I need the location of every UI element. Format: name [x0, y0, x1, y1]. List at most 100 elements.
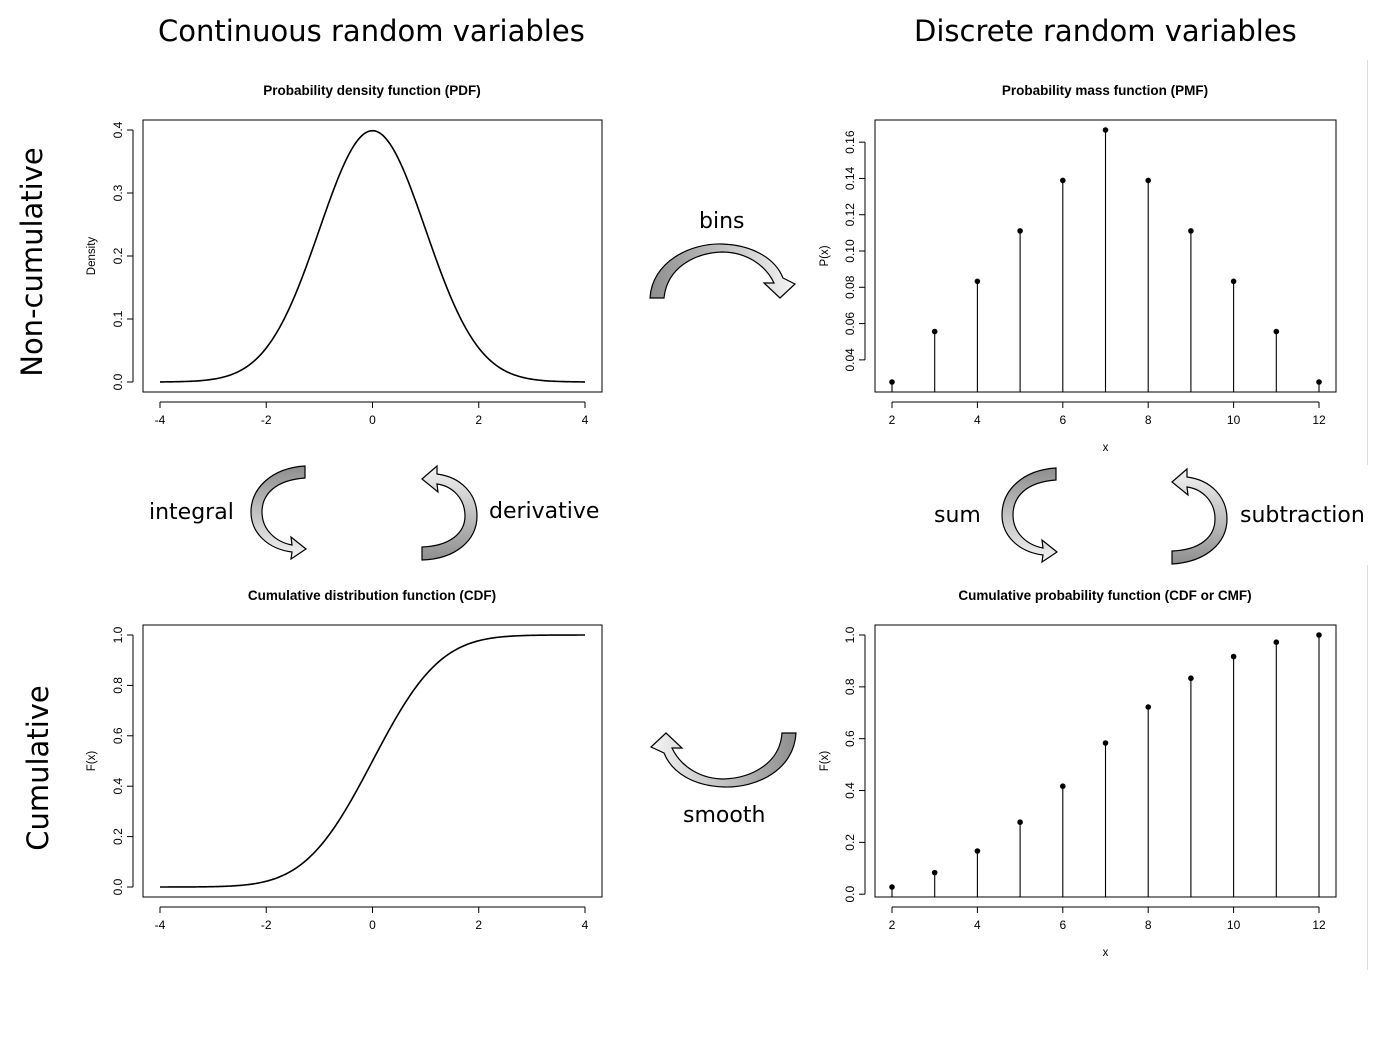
y-axis-label: Density: [86, 237, 98, 276]
cmf-point: [974, 848, 981, 854]
y-tick-label: 0.10: [843, 239, 857, 263]
x-tick-label: 8: [1145, 918, 1152, 932]
pmf-point: [1316, 379, 1322, 385]
plot-frame: [142, 119, 603, 393]
x-tick-label: 12: [1312, 413, 1326, 427]
cmf-point: [1230, 653, 1237, 660]
y-tick-label: 0.04: [843, 348, 857, 372]
y-axis-label: F(x): [819, 751, 831, 772]
derivative-arrow: [421, 464, 478, 561]
y-tick-label: 0.4: [843, 782, 857, 799]
pmf-point: [931, 328, 938, 335]
sum-label: sum: [934, 503, 981, 528]
y-tick-label: 0.2: [843, 834, 857, 851]
x-tick-label: 2: [475, 413, 482, 427]
y-axis-label: P(x): [819, 245, 831, 266]
y-tick-label: 1.0: [843, 626, 857, 643]
bins-label: bins: [699, 209, 745, 234]
y-tick-label: 0.0: [843, 886, 857, 903]
integral-arrow: [250, 465, 308, 561]
pmf-point: [1188, 228, 1194, 234]
cmf-point: [1060, 783, 1066, 789]
cmf-point: [1273, 639, 1280, 646]
subtraction-label: subtraction: [1240, 503, 1365, 528]
cmf-point: [1188, 675, 1194, 682]
cmf-point: [1017, 819, 1023, 825]
x-tick-label: -2: [261, 918, 272, 932]
bins-arrow: [649, 243, 797, 299]
discrete-heading: Discrete random variables: [914, 14, 1297, 48]
pmf-point: [1060, 177, 1066, 184]
cdf-curve: [160, 634, 585, 888]
y-tick-label: 0.08: [843, 275, 857, 299]
cmf-point: [1145, 704, 1151, 710]
pmf-point: [974, 278, 981, 285]
chart-title: Cumulative probability function (CDF or …: [958, 588, 1251, 603]
integral-label: integral: [149, 500, 234, 525]
y-tick-label: 0.8: [843, 678, 857, 695]
pmf-point: [1145, 177, 1151, 184]
x-tick-label: 2: [475, 918, 482, 932]
y-axis-label: F(x): [86, 751, 98, 772]
y-tick-label: 0.6: [111, 727, 125, 744]
chart-title: Probability density function (PDF): [263, 83, 481, 98]
y-tick-label: 0.1: [111, 310, 125, 327]
derivative-label: derivative: [489, 499, 600, 524]
pmf-point: [1273, 328, 1280, 335]
y-tick-label: 0.3: [111, 184, 125, 201]
y-tick-label: 0.2: [111, 247, 125, 264]
x-tick-label: 4: [582, 413, 589, 427]
x-tick-label: 0: [369, 413, 376, 427]
cmf-point: [931, 869, 938, 876]
x-axis-label: x: [1103, 947, 1109, 959]
subtraction-arrow: [1171, 467, 1228, 565]
y-tick-label: 0.6: [843, 730, 857, 747]
x-tick-label: 10: [1227, 413, 1241, 427]
y-tick-label: 0.0: [111, 373, 125, 390]
chart-title: Cumulative distribution function (CDF): [248, 588, 496, 603]
x-tick-label: 12: [1312, 918, 1326, 932]
cmf-point: [1316, 632, 1322, 638]
y-tick-label: 0.12: [843, 203, 857, 227]
sum-arrow: [1001, 467, 1059, 564]
x-tick-label: 0: [369, 918, 376, 932]
x-tick-label: 6: [1059, 413, 1066, 427]
x-tick-label: 4: [974, 918, 981, 932]
x-tick-label: -4: [155, 413, 166, 427]
y-tick-label: 0.2: [111, 828, 125, 845]
pdf-curve: [159, 129, 586, 383]
cmf-point: [1102, 740, 1109, 746]
smooth-arrow: [649, 732, 797, 788]
x-tick-label: 6: [1059, 918, 1066, 932]
continuous-heading: Continuous random variables: [158, 14, 585, 48]
smooth-label: smooth: [683, 803, 766, 828]
pmf-point: [1017, 228, 1023, 234]
x-tick-label: 4: [974, 413, 981, 427]
y-tick-label: 1.0: [111, 626, 125, 643]
y-tick-label: 0.0: [111, 878, 125, 895]
y-tick-label: 0.4: [111, 778, 125, 795]
chart-title: Probability mass function (PMF): [1002, 83, 1208, 98]
x-tick-label: 2: [889, 918, 896, 932]
pmf-point: [1102, 127, 1109, 133]
x-tick-label: -4: [155, 918, 166, 932]
divider-line: [1367, 60, 1368, 465]
pmf-point: [1230, 278, 1237, 285]
y-tick-label: 0.14: [843, 166, 857, 190]
pmf-point: [889, 379, 895, 385]
x-tick-label: 10: [1227, 918, 1241, 932]
x-tick-label: 2: [889, 413, 896, 427]
cmf-point: [889, 884, 895, 890]
x-tick-label: 4: [582, 918, 589, 932]
divider-line: [1367, 565, 1368, 970]
plot-frame: [142, 624, 603, 898]
x-tick-label: 8: [1145, 413, 1152, 427]
x-tick-label: -2: [261, 413, 272, 427]
x-axis-label: x: [1103, 442, 1109, 454]
y-tick-label: 0.8: [111, 677, 125, 694]
